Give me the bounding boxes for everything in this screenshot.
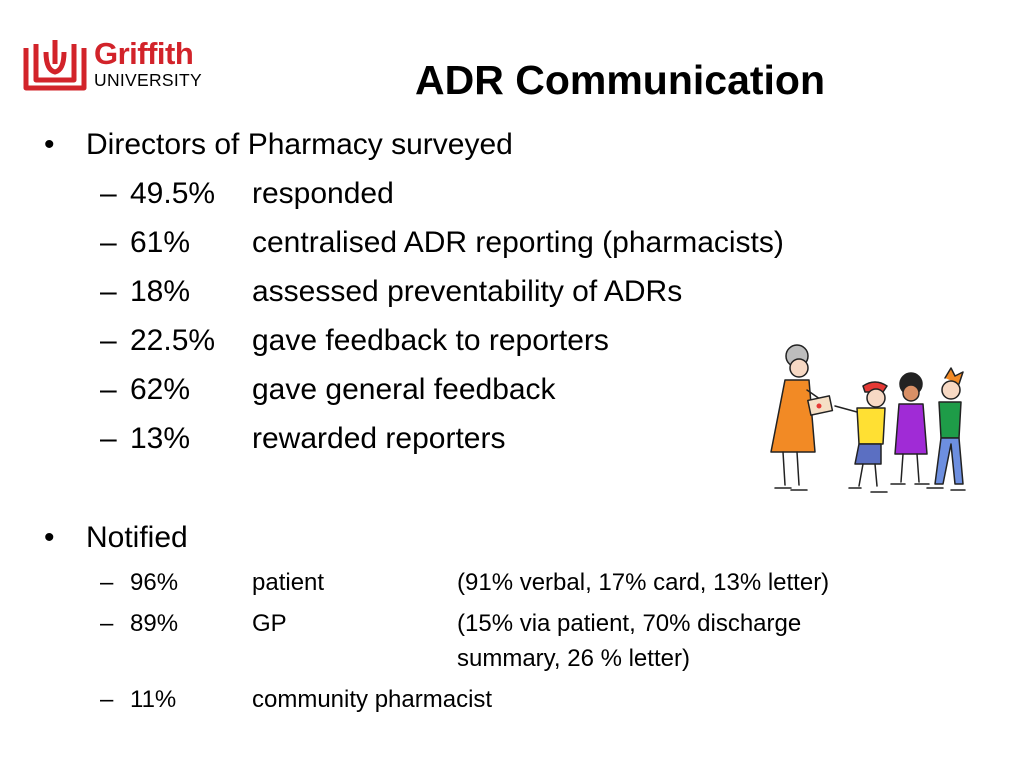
item-label: responded <box>252 177 394 210</box>
item-label: patient <box>252 569 325 596</box>
woman-giving-card-to-children-illustration <box>770 344 966 493</box>
item-detail: summary, 26 % letter) <box>457 645 690 672</box>
item-detail: (91% verbal, 17% card, 13% letter) <box>457 569 830 596</box>
item-label: gave general feedback <box>252 373 556 406</box>
dash-marker: – <box>100 226 117 259</box>
bullet-text: Notified <box>86 521 188 554</box>
logo-wordmark-griffith: Griffith <box>94 36 194 71</box>
dash-marker: – <box>100 610 114 637</box>
item-label: rewarded reporters <box>252 422 506 455</box>
percentage: 22.5% <box>130 324 216 357</box>
dash-marker: – <box>100 422 117 455</box>
griffith-university-logo: Griffith UNIVERSITY <box>20 36 230 98</box>
dash-marker: – <box>100 686 114 713</box>
item-label: assessed preventability of ADRs <box>252 275 683 308</box>
logo-wordmark-university: UNIVERSITY <box>94 70 203 90</box>
slide-title: ADR Communication <box>415 57 825 103</box>
item-label: centralised ADR reporting (pharmacists) <box>252 226 784 259</box>
percentage: 96% <box>130 569 179 596</box>
percentage: 62% <box>130 373 191 406</box>
bullet-text: Directors of Pharmacy surveyed <box>86 128 513 161</box>
dash-marker: – <box>100 177 117 210</box>
percentage: 49.5% <box>130 177 216 210</box>
bullet-dot: • <box>44 521 55 554</box>
dash-marker: – <box>100 324 117 357</box>
item-detail: (15% via patient, 70% discharge <box>457 610 802 637</box>
percentage: 13% <box>130 422 191 455</box>
percentage: 61% <box>130 226 191 259</box>
item-label: GP <box>252 610 287 637</box>
percentage: 11% <box>130 686 177 713</box>
bullet-dot: • <box>44 128 55 161</box>
griffith-emblem-icon <box>23 40 87 91</box>
dash-marker: – <box>100 373 117 406</box>
percentage: 18% <box>130 275 191 308</box>
dash-marker: – <box>100 275 117 308</box>
percentage: 89% <box>130 610 179 637</box>
dash-marker: – <box>100 569 114 596</box>
item-label: community pharmacist <box>252 686 493 713</box>
item-label: gave feedback to reporters <box>252 324 609 357</box>
